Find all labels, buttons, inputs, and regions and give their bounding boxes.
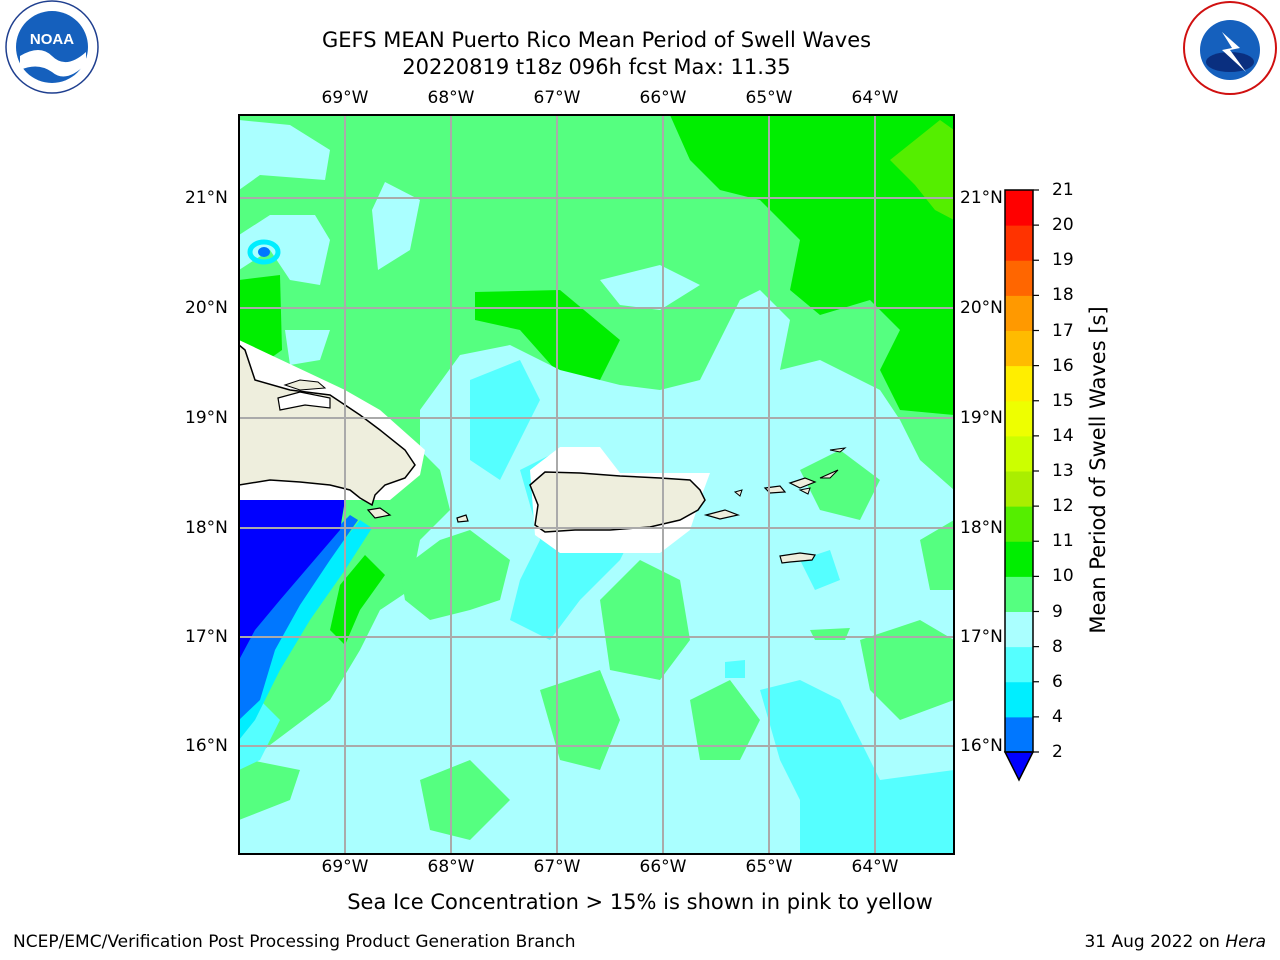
lon-label-bottom: 64°W [851,857,899,877]
band-10-11 [330,555,385,645]
svg-text:NOAA: NOAA [30,31,74,48]
lat-label-left: 21°N [185,188,228,208]
band-8-9 [600,265,700,310]
colorbar-tick-label: 19 [1052,250,1074,271]
lat-label-left: 17°N [185,627,228,647]
colorbar-tick-label: 17 [1052,320,1074,341]
band-9-10 [810,628,850,640]
colorbar-tick-label: 12 [1052,496,1074,517]
lat-label-left: 18°N [185,518,228,538]
band-below-2 [258,247,270,257]
band-10-11 [239,275,282,360]
lon-label-top: 65°W [745,88,793,108]
band-8-9 [239,215,330,285]
colorbar-tick-label: 8 [1052,636,1063,657]
lat-label-right: 17°N [960,627,1003,647]
band-9-10 [860,620,954,720]
band-9-10 [600,560,690,680]
hispaniola-landmass [239,344,416,507]
map-subtitle: 20220819 t18z 096h fcst Max: 11.35 [402,55,791,79]
lon-label-bottom: 67°W [533,857,581,877]
band-8-9 [372,182,420,270]
lon-label-top: 67°W [533,88,581,108]
colorbar-label: Mean Period of Swell Waves [s] [1086,306,1110,634]
map-frame [238,114,955,855]
lon-label-bottom: 69°W [321,857,369,877]
lon-label-top: 64°W [851,88,899,108]
colorbar-tick-label: 2 [1052,742,1063,762]
band-4-6 [239,520,372,740]
map-title: GEFS MEAN Puerto Rico Mean Period of Swe… [321,28,872,52]
virgin-islands [703,509,741,520]
nws-logo [1183,1,1277,95]
colorbar-tick-label: 21 [1052,180,1074,200]
lat-label-left: 16°N [185,736,228,756]
lon-label-bottom: 65°W [745,857,793,877]
colorbar-tick-label: 11 [1052,531,1074,552]
lat-label-right: 16°N [960,736,1003,756]
colorbar-tick-label: 14 [1052,425,1074,446]
puerto-rico-landmass [529,471,706,533]
map-gridlines [239,115,954,854]
lon-label-bottom: 68°W [427,857,475,877]
lon-label-bottom: 66°W [639,857,687,877]
lat-label-left: 20°N [185,298,228,318]
lat-label-right: 21°N [960,188,1003,208]
lon-label-top: 69°W [321,88,369,108]
colorbar-tick-label: 4 [1052,706,1063,727]
colorbar-tick-label: 15 [1052,390,1074,411]
lon-label-top: 66°W [639,88,687,108]
lon-label-top: 68°W [427,88,475,108]
swell-period-field [239,115,954,854]
footer-credit: NCEP/EMC/Verification Post Processing Pr… [13,932,576,952]
colorbar-tick-label: 18 [1052,285,1074,306]
lat-label-right: 18°N [960,518,1003,538]
band-10-11 [475,290,620,380]
band-9-10 [920,520,954,590]
lat-label-right: 19°N [960,408,1003,428]
sea-ice-note: Sea Ice Concentration > 15% is shown in … [347,890,933,914]
lat-label-left: 19°N [185,408,228,428]
band-10-11 [670,115,954,415]
colorbar-tick-label: 6 [1052,671,1063,692]
footer-date: 31 Aug 2022 on Hera [1084,932,1266,952]
colorbar-tick-label: 13 [1052,461,1074,481]
band-6-8 [760,680,954,854]
band-8-9 [239,120,330,190]
band-9-10 [420,760,510,840]
band-11-12 [890,120,954,220]
band-below-2 [239,500,345,660]
band-6-8 [725,660,745,678]
band-6-8 [470,360,540,480]
band-2-4 [239,515,358,720]
colorbar-tick-label: 16 [1052,355,1074,376]
lat-label-right: 20°N [960,298,1003,318]
colorbar-tick-label: 20 [1052,215,1074,236]
colorbar-tick-label: 9 [1052,601,1063,622]
noaa-logo: NOAA [5,0,99,94]
colorbar-tick-label: 10 [1052,566,1074,587]
band-9-10 [400,530,510,620]
band-9-10 [690,680,760,760]
band-9-10 [800,450,880,520]
band-8-9 [285,330,330,365]
